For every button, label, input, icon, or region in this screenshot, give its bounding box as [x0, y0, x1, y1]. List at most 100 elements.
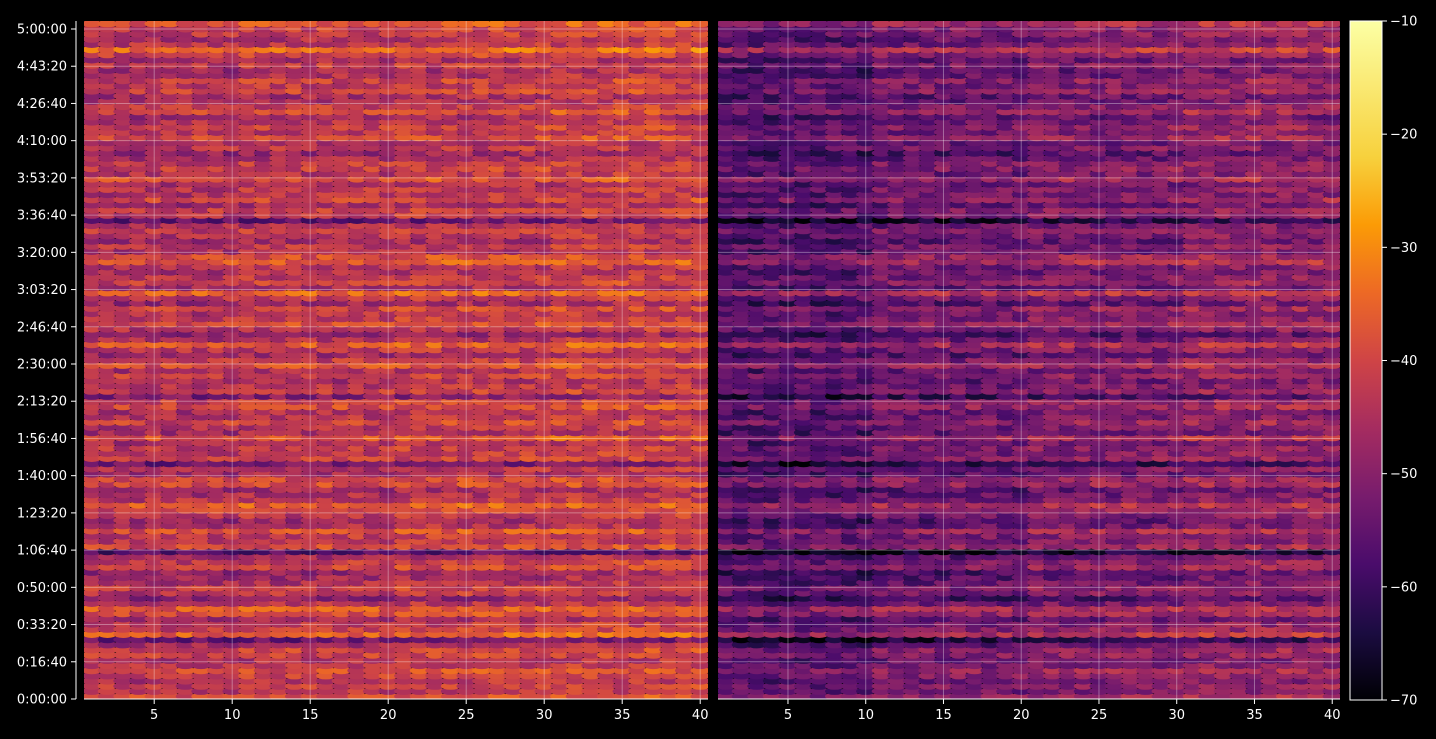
heatmap-cell	[659, 651, 679, 659]
heatmap-cell	[425, 521, 445, 530]
heatmap-cell	[425, 563, 445, 571]
heatmap-cell	[394, 542, 414, 550]
heatmap-cell	[347, 506, 367, 514]
heatmap-cell	[238, 454, 258, 462]
heatmap-cell	[331, 465, 352, 473]
heatmap-cell	[128, 485, 149, 494]
heatmap-cell	[659, 620, 679, 628]
heatmap-cell	[160, 677, 180, 685]
heatmap-cell	[269, 672, 289, 680]
heatmap-cell	[97, 666, 118, 675]
heatmap-cell	[550, 547, 570, 556]
heatmap-cell	[394, 620, 414, 628]
heatmap-cell	[409, 506, 430, 514]
heatmap-cell	[674, 553, 695, 561]
heatmap-cell	[284, 594, 305, 602]
heatmap-cell	[144, 480, 164, 488]
heatmap-cell	[628, 542, 648, 550]
heatmap-cell	[347, 682, 367, 690]
heatmap-cell	[175, 454, 196, 462]
heatmap-cell	[596, 527, 617, 535]
heatmap-cell	[206, 547, 227, 556]
heatmap-cell	[394, 485, 414, 494]
heatmap-cell	[674, 641, 695, 649]
heatmap-cell	[347, 646, 367, 654]
heatmap-cell	[565, 480, 586, 488]
heatmap-cell	[612, 615, 632, 623]
heatmap-cell	[238, 558, 258, 566]
heatmap-cell	[222, 609, 242, 618]
heatmap-cell	[238, 465, 258, 473]
heatmap-cell	[113, 584, 133, 592]
heatmap-cell	[596, 630, 617, 638]
heatmap-cell	[160, 604, 180, 613]
heatmap-cell	[144, 532, 164, 540]
heatmap-cell	[347, 527, 367, 535]
heatmap-cell	[503, 511, 523, 519]
heatmap-cell	[674, 687, 695, 695]
heatmap-cell	[128, 459, 149, 468]
heatmap-cell	[378, 661, 398, 670]
heatmap-cell	[253, 625, 274, 633]
heatmap-cell	[425, 506, 445, 514]
heatmap-cell	[487, 609, 508, 618]
heatmap-cell	[394, 635, 414, 644]
heatmap-cell	[581, 599, 601, 607]
heatmap-cell	[440, 666, 461, 675]
heatmap-cell	[144, 609, 164, 618]
heatmap-cell	[331, 666, 352, 675]
heatmap-cell	[300, 625, 320, 633]
heatmap-cell	[113, 532, 133, 540]
heatmap-cell	[565, 609, 586, 618]
heatmap-cell	[331, 454, 352, 462]
heatmap-cell	[113, 573, 133, 582]
heatmap-cell	[612, 599, 632, 607]
heatmap-cell	[191, 485, 211, 494]
heatmap-cell	[253, 666, 274, 675]
heatmap-cell	[565, 589, 586, 597]
heatmap-cell	[612, 651, 632, 659]
heatmap-cell	[113, 563, 133, 571]
heatmap-cell	[394, 666, 414, 675]
heatmap-cell	[565, 620, 586, 628]
heatmap-cell	[347, 630, 367, 638]
heatmap-cell	[409, 470, 430, 478]
heatmap-cell	[409, 480, 430, 488]
heatmap-cell	[362, 485, 383, 494]
heatmap-cell	[316, 661, 336, 670]
heatmap-cell	[503, 496, 523, 504]
heatmap-cell	[503, 604, 523, 613]
heatmap-cell	[596, 496, 617, 504]
heatmap-cell	[316, 521, 336, 530]
heatmap-cell	[596, 609, 617, 618]
heatmap-cell	[362, 527, 383, 535]
heatmap-cell	[378, 532, 398, 540]
heatmap-cell	[472, 646, 492, 654]
heatmap-cell	[347, 599, 367, 607]
heatmap-cell	[456, 615, 476, 623]
heatmap-cell	[128, 511, 149, 519]
heatmap-cell	[160, 687, 180, 695]
heatmap-cell	[472, 506, 492, 514]
heatmap-cell	[113, 625, 133, 633]
heatmap-cell	[440, 635, 461, 644]
heatmap-cell	[456, 666, 476, 675]
heatmap-cell	[440, 625, 461, 633]
heatmap-cell	[503, 516, 523, 525]
heatmap-cell	[487, 651, 508, 659]
heatmap-cell	[550, 521, 570, 530]
heatmap-cell	[581, 527, 601, 535]
heatmap-cell	[596, 615, 617, 623]
heatmap-cell	[612, 501, 632, 509]
heatmap-cell	[191, 521, 211, 530]
heatmap-cell	[378, 584, 398, 592]
heatmap-cell	[596, 537, 617, 545]
heatmap-cell	[394, 511, 414, 519]
heatmap-cell	[331, 630, 352, 638]
heatmap-cell	[222, 672, 242, 680]
heatmap-cell	[487, 490, 508, 499]
heatmap-cell	[550, 511, 570, 519]
heatmap-cell	[97, 542, 118, 550]
heatmap-cell	[456, 589, 476, 597]
heatmap-cell	[487, 516, 508, 525]
